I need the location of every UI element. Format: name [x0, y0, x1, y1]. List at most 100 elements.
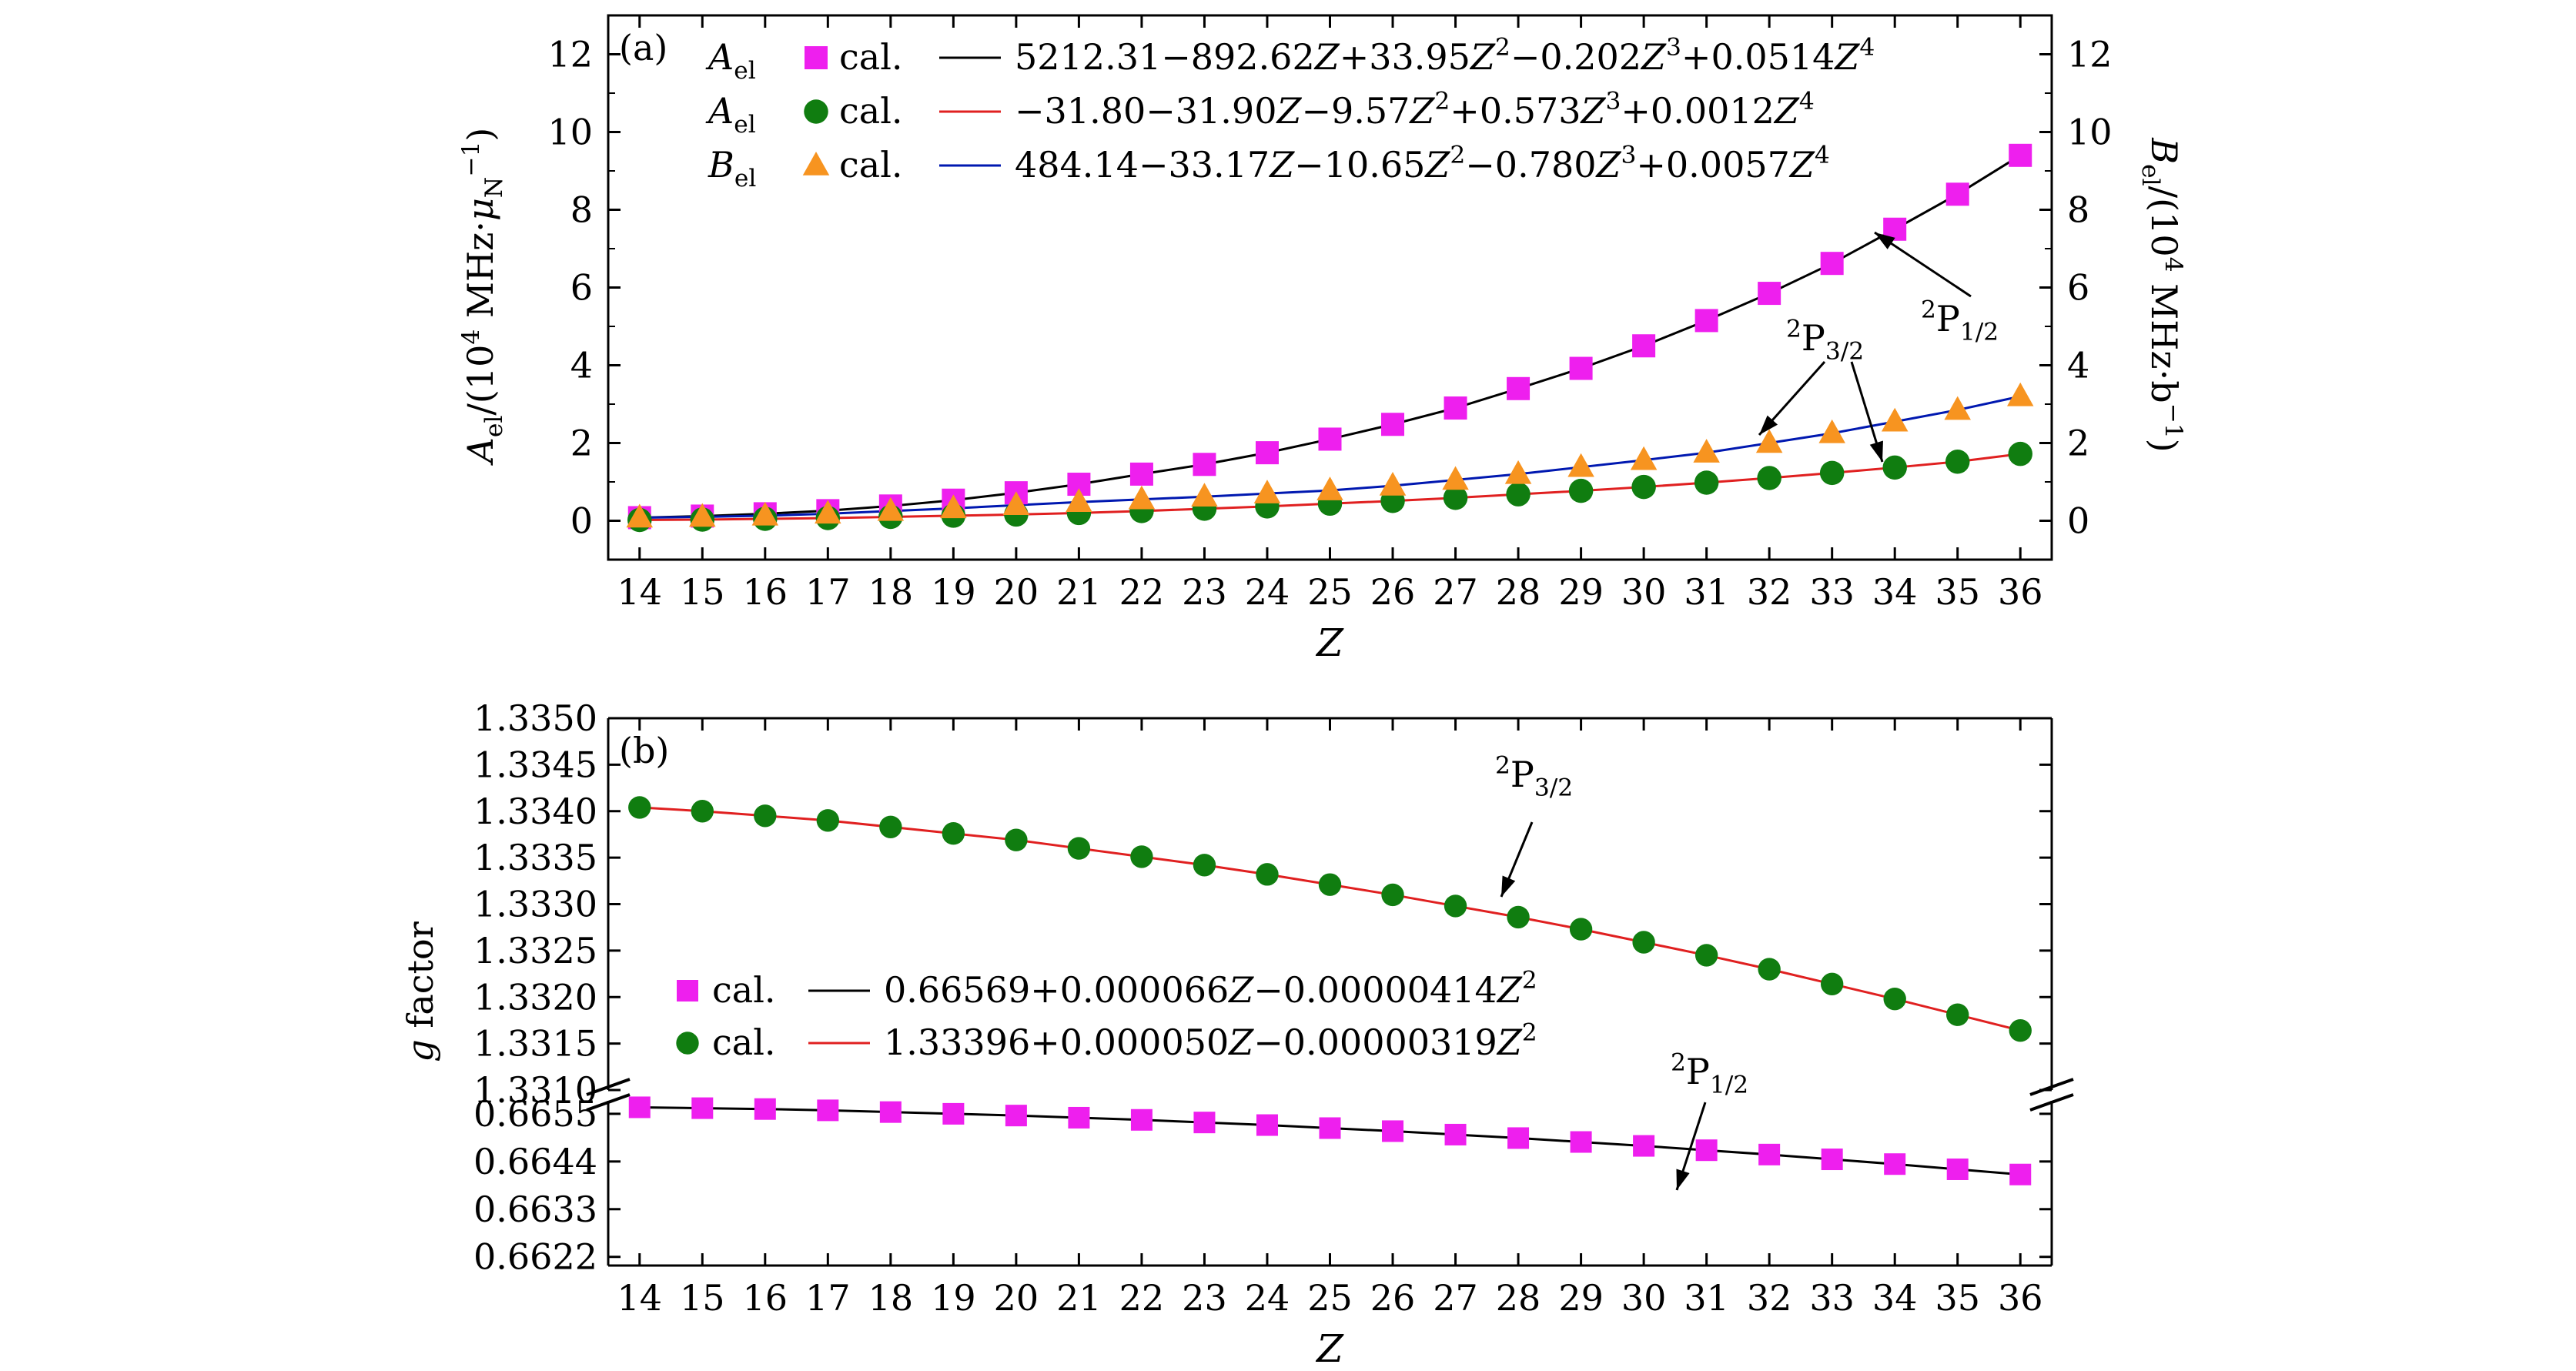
x-tick-label: 19 — [931, 571, 976, 613]
formula-text: 5212.31−892.62 — [1015, 36, 1315, 78]
y-axis-label-part: /(10 — [460, 345, 501, 416]
data-point-square — [1193, 1112, 1216, 1134]
legend-a: Ael cal. 5212.31−892.62Z+33.95Z2​−0.202Z3​… — [705, 34, 1875, 192]
data-point-triangle — [1253, 480, 1281, 503]
x-tick-label: 31 — [1684, 1277, 1729, 1319]
data-point-square — [942, 1102, 965, 1125]
formula-superscript: 3 — [1666, 34, 1681, 62]
data-point-square — [691, 1097, 714, 1119]
arrow-head — [1875, 232, 1895, 249]
formula-superscript: 2 — [1434, 88, 1450, 115]
y-axis-label-right-part: 4 — [2159, 257, 2187, 273]
data-point-circle — [1757, 466, 1781, 490]
data-point-square — [754, 1098, 776, 1120]
x-tick-label: 33 — [1809, 571, 1855, 613]
legend-b: cal. 0.66569+0.000066Z−0.00000414Z2​ cal. 1… — [676, 967, 1537, 1063]
data-point-circle — [628, 796, 651, 819]
data-point-triangle — [815, 500, 841, 524]
y-tick-label: 4 — [570, 345, 593, 386]
data-point-circle — [1946, 1003, 1969, 1026]
legend-name-subscript: el — [734, 111, 756, 139]
data-point-square — [1569, 356, 1593, 380]
axis-break-mark — [2029, 1078, 2074, 1096]
y-tick-label: 2 — [570, 423, 593, 464]
data-point-square — [2009, 143, 2032, 167]
data-point-triangle — [1630, 446, 1658, 470]
data-point-triangle — [1944, 396, 1971, 420]
formula-variable: Z — [1268, 144, 1295, 186]
legend-name-letter: B — [708, 144, 734, 186]
data-point-circle — [1945, 449, 1970, 474]
legend-marker-circle — [676, 1032, 699, 1055]
y-axis-label-right-part: −1 — [2159, 403, 2187, 439]
y-axis-label-right: Bel/(104 MHz·b−1) — [2136, 137, 2187, 452]
legend-marker-circle — [804, 99, 828, 124]
data-point-triangle — [1379, 472, 1407, 496]
x-tick-label: 22 — [1119, 1277, 1165, 1319]
data-point-square — [1130, 1109, 1153, 1131]
x-tick-label: 16 — [743, 1277, 788, 1319]
data-point-square — [1945, 182, 1969, 206]
formula-variable: Z — [1275, 90, 1302, 132]
x-tick-label: 27 — [1433, 1277, 1478, 1319]
y-tick-label: 0.6655 — [473, 1093, 597, 1135]
y-axis-label-right-part: el — [2136, 164, 2164, 186]
state-base: P — [1686, 1051, 1710, 1092]
data-point-circle — [691, 800, 714, 823]
y-tick-label: 12 — [547, 34, 593, 75]
formula-variable: Z — [1423, 144, 1450, 186]
formula-text: −0.00000319 — [1253, 1022, 1497, 1063]
x-tick-label: 35 — [1935, 1277, 1980, 1319]
panel-label-a: (a) — [619, 27, 667, 69]
x-tick-label: 34 — [1872, 571, 1918, 613]
state-superscript: 2 — [1921, 296, 1936, 324]
annotation-arrow-p32 — [1500, 821, 1534, 898]
legend-series-name: Ael — [705, 90, 756, 139]
formula-text: 484.14−33.17 — [1015, 144, 1270, 186]
y-axis-label-g: g — [400, 1039, 441, 1062]
data-point-square — [817, 1099, 839, 1122]
legend-label: cal. — [839, 144, 903, 186]
data-point-triangle — [2006, 382, 2034, 406]
x-tick-label: 19 — [931, 1277, 976, 1319]
y-tick-label: 0.6644 — [473, 1141, 597, 1182]
formula-text: −10.65 — [1294, 144, 1425, 186]
legend-fit-formula: 1.33396+0.000050Z−0.00000319Z2​ — [884, 1019, 1537, 1063]
data-point-circle — [1507, 905, 1530, 929]
formula-superscript: 4 — [1859, 34, 1875, 62]
y-tick-label: 1.3320 — [473, 976, 597, 1018]
formula-text: −0.202 — [1510, 36, 1641, 78]
x-tick-label: 14 — [617, 571, 662, 613]
formula-text: +0.573 — [1450, 90, 1581, 132]
arrow-head — [1676, 1169, 1690, 1190]
formula-variable: Z — [1595, 144, 1622, 186]
annotation-arrow-p32-red — [1850, 361, 1884, 463]
data-point-square — [1758, 1143, 1781, 1165]
annotation-arrow-p32-blue — [1758, 360, 1826, 436]
data-point-triangle — [1128, 485, 1156, 510]
data-point-circle — [1631, 474, 1656, 500]
x-tick-label: 15 — [680, 1277, 725, 1319]
formula-superscript: 4 — [1799, 88, 1815, 115]
legend-name-subscript: el — [734, 57, 756, 85]
data-point-circle — [2008, 441, 2032, 466]
data-point-square — [1507, 1127, 1530, 1149]
data-point-triangle — [751, 501, 779, 526]
y-axis-label-rest: factor — [400, 921, 441, 1039]
y-tick-label: 1.3315 — [473, 1023, 597, 1065]
y-tick-label: 1.3325 — [473, 930, 597, 971]
y-axis-label-part: A — [460, 437, 501, 466]
formula-superscript: 2 — [1495, 34, 1510, 62]
data-point-circle — [1256, 863, 1279, 886]
data-point-square — [1884, 1153, 1906, 1175]
data-point-circle — [1632, 931, 1655, 954]
data-point-circle — [1569, 918, 1593, 941]
y-tick-label-right: 2 — [2067, 423, 2089, 464]
x-tick-label: 24 — [1245, 571, 1290, 613]
x-tick-label: 23 — [1182, 1277, 1227, 1319]
y-axis-label-part: el — [480, 416, 508, 438]
data-point-circle — [1694, 944, 1718, 967]
legend-label: cal. — [839, 90, 903, 132]
y-axis-label-part: 4 — [457, 329, 485, 345]
data-point-triangle — [1191, 483, 1218, 507]
